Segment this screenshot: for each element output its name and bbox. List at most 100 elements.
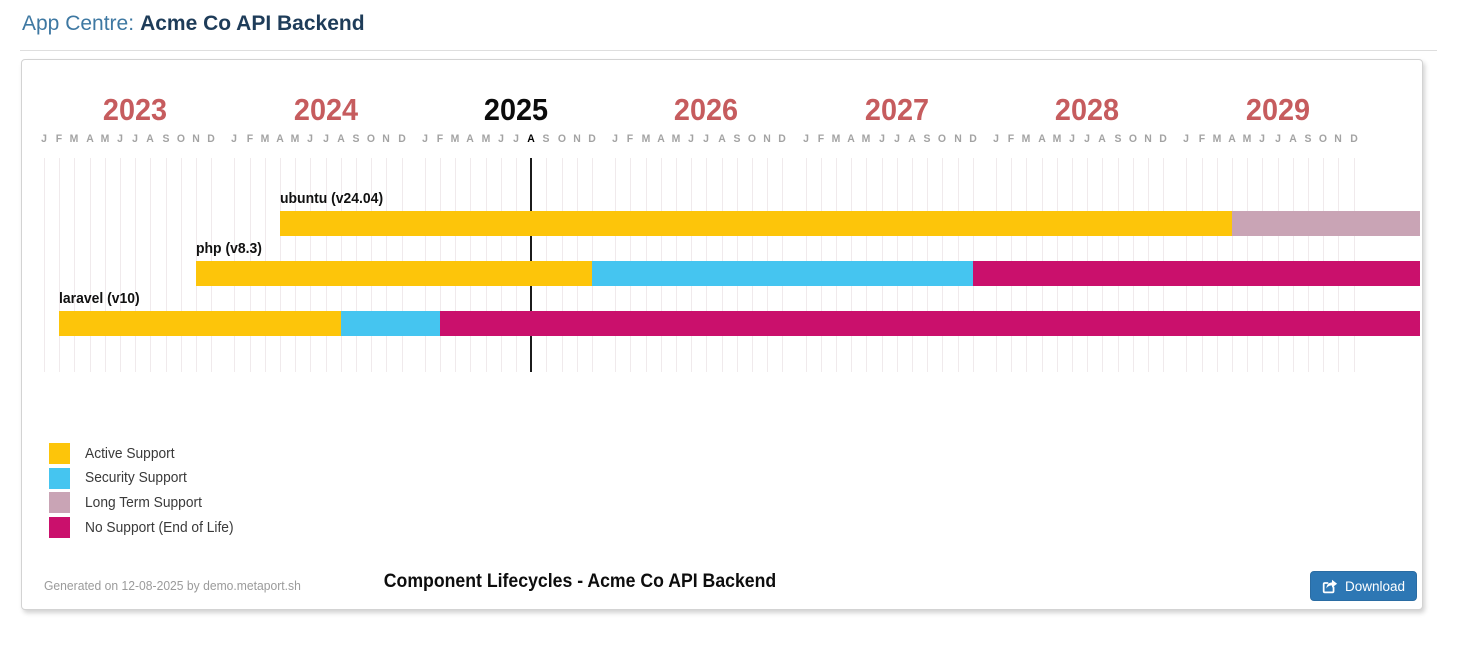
month-label: A <box>847 133 855 145</box>
component-label: php (v8.3) <box>196 240 262 257</box>
month-gridline <box>59 158 61 372</box>
chart-title: Component Lifecycles - Acme Co API Backe… <box>383 571 777 592</box>
month-label: M <box>831 133 841 145</box>
month-label: J <box>117 133 123 145</box>
month-label: J <box>41 133 47 145</box>
month-gridline <box>165 158 167 372</box>
month-label: J <box>703 133 710 145</box>
month-label: M <box>1052 133 1062 145</box>
month-label: N <box>953 133 962 145</box>
month-label: J <box>231 133 238 145</box>
month-label: M <box>1022 133 1031 145</box>
month-label: O <box>747 133 757 145</box>
month-label: N <box>1334 133 1343 145</box>
month-label: F <box>246 133 253 145</box>
month-label: S <box>1304 133 1312 145</box>
month-label: J <box>612 133 619 145</box>
month-label: O <box>367 133 376 145</box>
export-icon <box>1322 579 1338 594</box>
month-label: F <box>1198 133 1205 145</box>
month-label: D <box>397 133 406 145</box>
month-label: D <box>1349 133 1358 145</box>
page-title: App Centre: Acme Co API Backend <box>22 12 365 36</box>
year-label: 2025 <box>483 92 549 127</box>
month-label: J <box>513 133 519 145</box>
month-label: F <box>55 133 63 145</box>
month-label: N <box>382 133 391 145</box>
lifecycle-chart-card: 2023 2024 2025 2026 2027 2028 2029 J F M A M J J A S O N D… <box>21 59 1423 610</box>
legend-item: No Support (End of Life) <box>49 517 241 539</box>
month-label: O <box>1319 133 1328 145</box>
month-label: S <box>923 133 931 145</box>
month-label: D <box>778 133 787 145</box>
month-label: S <box>162 133 170 145</box>
month-label: J <box>307 133 314 145</box>
month-label: M <box>671 133 681 145</box>
year-label: 2023 <box>103 92 168 127</box>
month-label: J <box>421 133 428 145</box>
bar-segment-lts <box>1232 211 1420 236</box>
download-button[interactable]: Download <box>1310 571 1417 601</box>
month-label: A <box>276 133 284 145</box>
month-label: O <box>938 133 947 145</box>
legend-item: Active Support <box>49 443 179 464</box>
legend-swatch-active <box>49 443 70 464</box>
generated-note: Generated on 12-08-2025 by demo.metaport… <box>44 579 301 593</box>
month-label: S <box>733 133 741 145</box>
legend-swatch-eol <box>49 517 70 539</box>
month-gridline <box>150 158 152 372</box>
legend-label: Security Support <box>85 470 187 487</box>
month-label: M <box>100 133 110 145</box>
month-label: J <box>1084 133 1091 145</box>
month-label: F <box>1007 133 1015 145</box>
month-gridline <box>135 158 137 372</box>
bar-segment-active <box>280 211 1232 236</box>
month-label: J <box>688 133 695 145</box>
month-label: A <box>85 133 94 145</box>
month-label: A <box>337 133 345 145</box>
month-label: J <box>1183 133 1190 145</box>
month-label: M <box>481 133 490 145</box>
month-gridline <box>180 158 182 372</box>
download-label: Download <box>1344 578 1406 594</box>
month-label: D <box>1159 133 1167 145</box>
month-label: A <box>657 133 665 145</box>
month-label: A <box>1098 133 1107 145</box>
month-label: J <box>878 133 885 145</box>
month-label: A <box>527 133 535 145</box>
month-gridline <box>89 158 91 372</box>
component-label: ubuntu (v24.04) <box>280 190 384 207</box>
month-label: J <box>1259 133 1266 145</box>
month-label: N <box>763 133 771 145</box>
month-label: A <box>146 133 155 145</box>
month-label: F <box>817 133 824 145</box>
month-label: N <box>1144 133 1152 145</box>
month-label: J <box>893 133 900 145</box>
year-label: 2024 <box>293 92 358 127</box>
month-label: J <box>132 133 139 145</box>
month-label: J <box>993 133 999 145</box>
month-label: A <box>466 133 475 145</box>
legend-item: Long Term Support <box>49 492 208 514</box>
bar-segment-security <box>340 311 440 336</box>
legend-item: Security Support <box>49 467 192 489</box>
month-gridline <box>104 158 106 372</box>
month-gridline <box>44 158 45 372</box>
month-label: S <box>542 133 550 145</box>
bar-segment-active <box>196 261 592 286</box>
month-label: A <box>1289 133 1297 145</box>
year-label: 2027 <box>864 92 929 127</box>
year-label: 2029 <box>1245 92 1310 127</box>
app-centre-prefix: App Centre: <box>22 12 135 35</box>
header-divider <box>20 50 1437 51</box>
month-label: M <box>1212 133 1222 145</box>
month-label: A <box>908 133 916 145</box>
month-label: M <box>450 133 460 145</box>
year-label: 2028 <box>1055 92 1120 127</box>
component-label: laravel (v10) <box>59 290 140 307</box>
month-label: N <box>573 133 581 145</box>
month-label: J <box>322 133 329 145</box>
legend-label: Long Term Support <box>85 494 202 511</box>
legend-swatch-lts <box>49 492 70 514</box>
month-label: D <box>588 133 596 145</box>
